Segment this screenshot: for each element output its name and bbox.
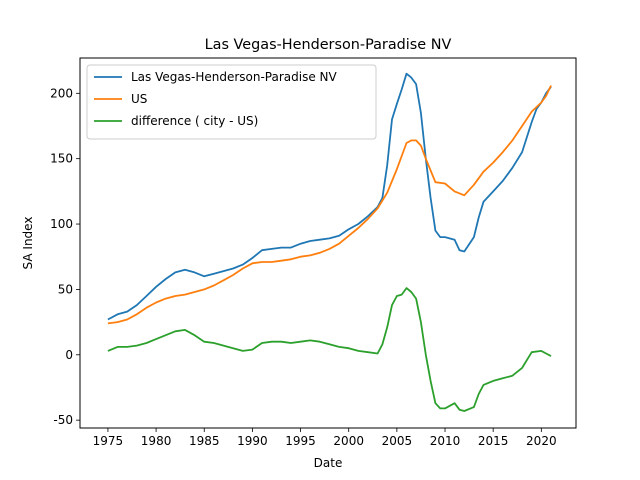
- x-tick-label: 1980: [141, 434, 172, 448]
- y-tick-label: 100: [50, 217, 73, 231]
- y-axis: -50 0 50 100 150 200: [50, 86, 80, 427]
- y-tick-label: 50: [58, 282, 73, 296]
- x-tick-label: 2015: [478, 434, 509, 448]
- x-axis: 1975 1980 1985 1990 1995 2000 2005 2010 2015 2020: [93, 428, 557, 448]
- x-tick-label: 1995: [285, 434, 316, 448]
- legend-box: [86, 64, 377, 140]
- legend: Las Vegas-Henderson-Paradise NV US differe…: [86, 64, 377, 140]
- series-line-2: [107, 287, 552, 412]
- series-line-1: [107, 85, 552, 325]
- x-tick-label: 2005: [382, 434, 413, 448]
- x-tick-label: 1985: [189, 434, 220, 448]
- y-tick-label: 0: [65, 348, 73, 362]
- x-tick-label: 1990: [237, 434, 268, 448]
- axes-frame: [79, 57, 577, 429]
- legend-entry-0: Las Vegas-Henderson-Paradise NV: [131, 70, 338, 84]
- x-tick-label: 2000: [333, 434, 364, 448]
- x-axis-label: Date: [314, 456, 343, 470]
- chart-title: Las Vegas-Henderson-Paradise NV: [205, 37, 452, 53]
- legend-entry-1: US: [131, 92, 147, 106]
- series-layer: [107, 72, 552, 412]
- y-tick-label: 150: [50, 152, 73, 166]
- y-tick-label: -50: [53, 413, 73, 427]
- y-tick-label: 200: [50, 86, 73, 100]
- y-axis-label: SA Index: [21, 217, 35, 270]
- legend-entry-2: difference ( city - US): [131, 114, 258, 128]
- x-tick-label: 2010: [430, 434, 461, 448]
- series-line-0: [107, 72, 552, 321]
- x-tick-label: 2020: [526, 434, 557, 448]
- x-tick-label: 1975: [93, 434, 124, 448]
